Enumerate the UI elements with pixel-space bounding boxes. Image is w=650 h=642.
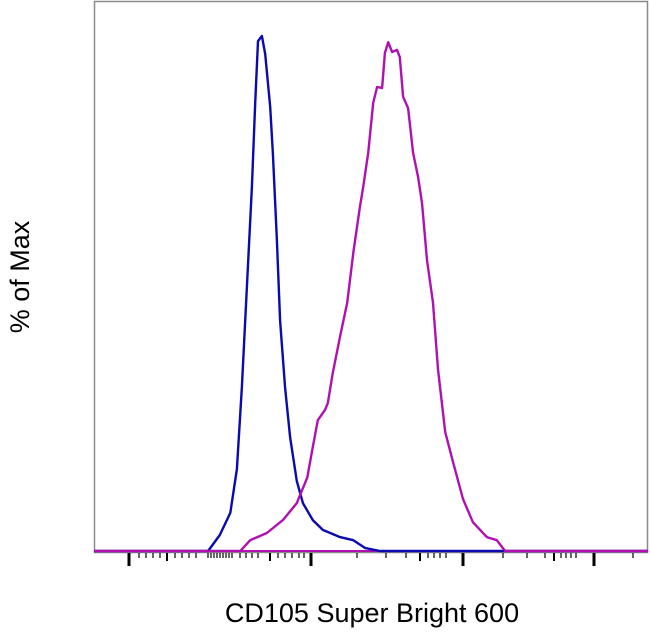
x-axis-ticks	[127, 553, 634, 566]
series-group	[94, 34, 648, 553]
series-line-magenta	[94, 41, 648, 553]
plot-frame	[93, 0, 649, 554]
x-axis-label: CD105 Super Bright 600	[225, 598, 519, 628]
series-line-blue	[94, 34, 648, 553]
y-axis-label: % of Max	[5, 220, 35, 333]
